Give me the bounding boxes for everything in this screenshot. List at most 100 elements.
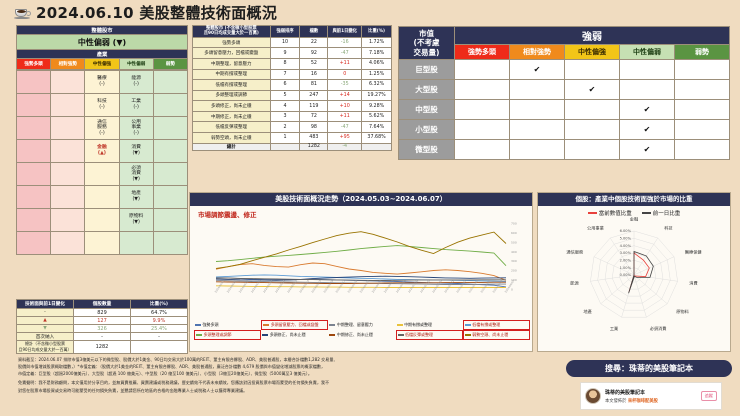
trend-chart-note: 市場調節震盪、修正 <box>198 211 257 219</box>
sector-cell <box>15 116 52 140</box>
x-tick-label: 2024/05/16 <box>322 279 334 294</box>
legend-item[interactable]: 中期修正、尚未止穩 <box>328 330 395 340</box>
breadth-count: 72 <box>299 110 329 123</box>
cap-check-cell: ✔ <box>564 79 620 100</box>
legend-label: 多頭整理或調節 <box>203 332 232 337</box>
summary-pct: - <box>130 332 188 341</box>
radar-axis-label: 金融 <box>630 217 639 223</box>
sector-cell <box>152 93 189 117</box>
cap-col-header: 弱勢 <box>674 44 730 60</box>
table-row: 中期有撐或整理 7 16 0 1.25% <box>192 68 392 81</box>
marketcap-strength-matrix: 市值 (不考慮 交易量) 強弱 強勢多頭 相對強勢 中性偏強 中性偏弱 弱勢 巨型股 ✔ 大型股 ✔ 中型… <box>398 26 730 160</box>
page-title: 2024.06.10 美股整體技術面概況 <box>36 4 278 22</box>
sector-overall-label: 整體股市 <box>16 25 188 35</box>
y-tick-label: 500 <box>511 240 517 244</box>
table-row <box>15 231 189 255</box>
x-tick-label: 2024/05/15 <box>310 279 322 294</box>
summary-row-label: ▲ <box>16 316 74 325</box>
trend-series-line <box>215 281 506 284</box>
summary-pct: 25.4% <box>130 324 188 333</box>
trend-series-line <box>215 277 506 281</box>
breadth-count: 98 <box>299 121 329 134</box>
avatar <box>585 388 601 404</box>
radar-axis-label: 工業 <box>610 325 619 332</box>
legend-item[interactable]: 強勢多頭 <box>194 320 261 330</box>
summary-pct <box>130 340 188 354</box>
breadth-count: 16 <box>299 68 329 81</box>
legend-label: 多頭修正、尚未止穩 <box>269 332 306 337</box>
radar-legend-swatch <box>587 212 597 214</box>
sector-cell <box>50 162 86 186</box>
breadth-label: 多頭整理或調節 <box>192 89 271 102</box>
author-card-text: 珠蒂的美股筆記本 本文發佈於 來杯咖啡配美股 <box>605 389 697 404</box>
cap-empty-cell <box>509 99 565 120</box>
author-card[interactable]: 珠蒂的美股筆記本 本文發佈於 來杯咖啡配美股 追蹤 <box>580 382 722 410</box>
breadth-rank: 5 <box>269 89 301 102</box>
follow-button[interactable]: 追蹤 <box>700 391 717 401</box>
market-breadth-table: 整體股市 (不含微小型股票 且90日均成交量大於一百萬) 強弱排序 檔數 與前1日變化比… <box>192 25 392 151</box>
breadth-rank: 10 <box>269 36 301 49</box>
summary-row-label: 總計（不含微小型股票 且90日均成交量大於一百萬） <box>16 340 74 354</box>
table-row: 弱勢空頭，尚未止穩 1 483 +95 37.68% <box>192 132 392 144</box>
legend-item[interactable]: 中期整理、留意壓力 <box>328 320 395 330</box>
radar-legend-item[interactable]: 當前數值比重 <box>587 209 632 217</box>
sector-cell <box>152 139 189 163</box>
legend-item[interactable]: 低檔有撐或整理 <box>462 320 530 330</box>
legend-swatch <box>196 334 202 336</box>
breadth-label: 多頭修正，尚未止穩 <box>192 100 271 112</box>
table-row: 多頭整理或調節 5 247 +14 19.27% <box>192 89 392 102</box>
sector-cell <box>152 231 189 255</box>
radar-tick-label: 4.00% <box>620 244 632 248</box>
radar-axis-label: 地產 <box>583 308 591 315</box>
table-row: 首次納入 - - <box>16 332 188 341</box>
breadth-change: +11 <box>327 110 363 123</box>
breadth-rank: 9 <box>269 47 301 59</box>
radar-legend-item[interactable]: 前一日比重 <box>641 209 680 217</box>
sector-cell <box>15 139 52 163</box>
cap-check-cell: ✔ <box>509 59 565 80</box>
legend-item[interactable]: 低檔反彈或整理 <box>395 330 463 340</box>
x-tick-label: 2024/05/20 <box>346 279 358 294</box>
breadth-count: 92 <box>299 47 329 59</box>
sector-cell <box>15 70 52 94</box>
radar-axis-line <box>633 274 668 304</box>
legend-item[interactable]: 中期有撐或整理 <box>396 320 463 330</box>
legend-item[interactable]: 多頭修正、尚未止穩 <box>261 330 328 340</box>
breadth-count: 52 <box>299 57 329 70</box>
cap-empty-cell <box>674 139 730 160</box>
table-row: 中期整理，留意壓力 8 52 +11 4.06% <box>192 57 392 70</box>
sector-cell <box>152 116 189 140</box>
breadth-count: 247 <box>299 89 329 102</box>
sector-col-header: 弱勢 <box>152 58 189 70</box>
legend-swatch <box>262 334 269 336</box>
y-tick-label: 200 <box>511 269 517 273</box>
y-tick-label: 700 <box>511 222 517 226</box>
sector-cell: 地產 (▼) <box>118 185 154 209</box>
legend-label: 中期有撐或整理 <box>404 322 433 327</box>
radar-tick-label: 5.00% <box>620 237 632 241</box>
breadth-pct: 7.64% <box>361 121 392 134</box>
cap-group-header: 強弱 <box>454 26 730 45</box>
sector-cell: 醫療 (-) <box>84 70 120 94</box>
x-tick-label: 2024/05/14 <box>298 279 310 294</box>
legend-item[interactable]: 多頭留意壓力、回檔或變盤 <box>261 320 329 330</box>
legend-swatch <box>397 334 404 336</box>
trend-chart-title: 美股技術面概況走勢（2024.05.03~2024.06.07） <box>190 193 532 206</box>
cap-empty-cell <box>454 119 510 140</box>
radar-grid-ring <box>604 245 664 304</box>
breadth-rank: 1 <box>269 132 301 144</box>
breadth-change: -35 <box>327 79 363 91</box>
search-promo-pill[interactable]: 搜尋：珠蒂的美股筆記本 <box>566 360 732 377</box>
sector-cell <box>152 162 189 186</box>
summary-pct: 64.7% <box>130 308 188 317</box>
sector-cell <box>15 231 52 255</box>
sector-cell: 工業 (-) <box>118 93 154 117</box>
radar-axis-label: 消費 <box>689 279 697 286</box>
breadth-change: -47 <box>327 47 363 59</box>
legend-item[interactable]: 多頭整理或調節 <box>194 330 262 340</box>
legend-item[interactable]: 弱勢空頭、尚未止穩 <box>462 330 530 340</box>
footer-line-3: 市值定義：巨型股（超過2000億美元）、大型股（超過 100 億美元）、中型股（… <box>18 371 312 377</box>
breadth-rank: 3 <box>269 110 301 123</box>
radar-axis-label: 通信服務 <box>566 248 584 255</box>
breadth-change: -47 <box>327 121 363 134</box>
